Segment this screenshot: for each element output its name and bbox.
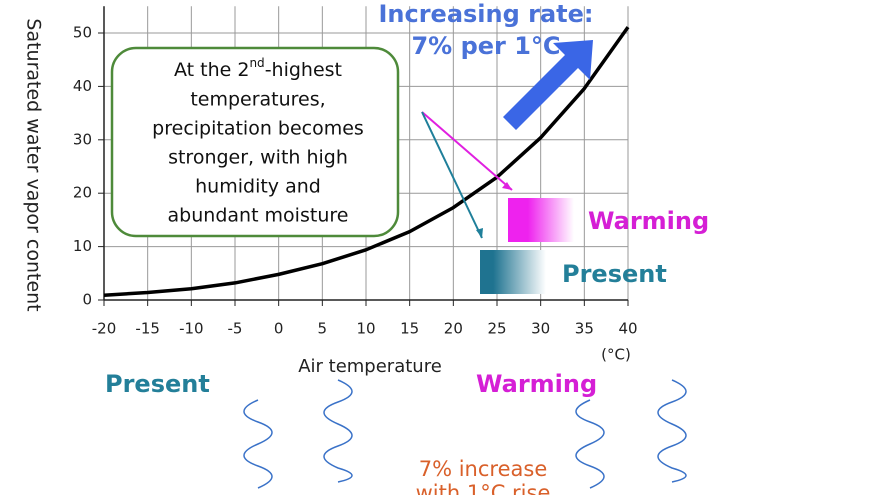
bottom-warming: Warming	[476, 370, 597, 398]
x-unit: (°C)	[601, 346, 631, 364]
x-tick-label: -20	[92, 320, 117, 338]
line-series	[103, 26, 630, 297]
bottom-present: Present	[105, 370, 210, 398]
present-swatch	[480, 250, 546, 294]
y-tick-label: 50	[73, 24, 92, 42]
y-tick-label: 30	[73, 130, 92, 148]
warming-label: Warming	[588, 207, 709, 235]
arrowhead	[502, 182, 512, 190]
bottom-note: 7% increase	[419, 457, 548, 481]
x-tick-label: -5	[228, 320, 243, 338]
annotation-line: abundant moisture	[168, 205, 349, 227]
x-tick-label: 35	[575, 320, 594, 338]
rate-text: Increasing rate:	[378, 0, 593, 28]
superscript: nd	[249, 56, 264, 70]
text: At the 2	[174, 59, 249, 81]
x-axis-label: Air temperature	[298, 356, 442, 377]
rate-text: 7% per 1°C	[411, 32, 560, 60]
present-label: Present	[562, 260, 667, 288]
arrowhead	[476, 228, 483, 238]
x-tick-label: 15	[400, 320, 419, 338]
x-tick-label: 40	[618, 320, 637, 338]
bottom-note: with 1°C rise	[416, 481, 551, 495]
annotation-line: precipitation becomes	[152, 118, 364, 140]
annotation-box	[110, 46, 400, 238]
y-axis-label: Saturated water vapor content	[23, 18, 45, 311]
x-tick-label: 20	[444, 320, 463, 338]
big-arrow	[503, 40, 593, 130]
x-tick-label: -15	[135, 320, 160, 338]
y-tick-label: 20	[73, 184, 92, 202]
x-tick-label: 10	[356, 320, 375, 338]
vapor-waves	[243, 379, 687, 489]
arrow	[421, 111, 483, 239]
arrow	[421, 111, 513, 191]
x-tick-label: 30	[531, 320, 550, 338]
warming-swatch	[508, 198, 574, 242]
annotation-line: temperatures,	[190, 89, 325, 111]
x-tick-label: 5	[318, 320, 328, 338]
y-tick-label: 40	[73, 77, 92, 95]
x-tick-label: -10	[179, 320, 204, 338]
annotation-line: humidity and	[195, 176, 321, 198]
y-tick-label: 10	[73, 237, 92, 255]
y-tick-label: 0	[82, 291, 92, 309]
annotation-line: stronger, with high	[168, 147, 348, 169]
text: -highest	[265, 59, 342, 81]
annotation-line: At the 2nd-highest	[174, 56, 342, 81]
x-tick-label: 25	[487, 320, 506, 338]
x-tick-label: 0	[274, 320, 284, 338]
